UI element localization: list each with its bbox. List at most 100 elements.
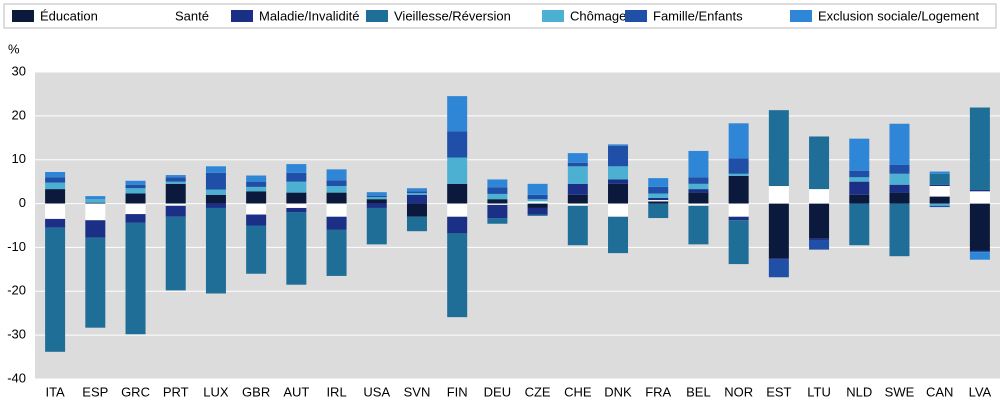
bar-segment [567,203,588,206]
x-tick-label: FIN [447,384,468,399]
x-tick-label: ITA [45,384,65,399]
bar-segment [165,216,186,291]
bar-segment [286,172,307,182]
bar-segment [929,196,950,204]
bar-segment [487,179,508,188]
bar-segment [165,205,186,217]
bar-segment [929,184,950,187]
bar-segment [728,220,749,265]
bar-segment [608,145,629,167]
y-tick-label: -40 [7,370,26,385]
x-tick-label: BEL [686,384,711,399]
bar-segment [326,216,347,230]
bar-segment [889,184,910,193]
bar-segment [648,178,669,187]
bar-segment [929,203,950,206]
bar-segment [688,205,709,245]
bar-segment [45,177,66,183]
legend-label: Maladie/Invalidité [259,8,359,23]
x-tick-label: DEU [484,384,511,399]
bar-segment [728,203,749,217]
bar-segment [487,199,508,204]
bar-segment [165,183,186,204]
bar-segment [447,131,468,158]
bar-segment [85,202,106,204]
bar-segment [366,203,387,208]
bar-segment [447,233,468,318]
bar-segment [688,177,709,184]
legend-label: Vieillesse/Réversion [394,8,511,23]
bar-segment [969,107,990,190]
bar-segment [809,203,830,239]
bar-segment [889,203,910,257]
y-tick-label: -10 [7,239,26,254]
bar-segment [527,207,548,215]
y-tick-label: 20 [12,107,26,122]
bar-segment [246,191,267,204]
bar-segment [205,203,226,208]
bar-segment [406,188,427,192]
bar-segment [205,166,226,173]
bar-segment [286,203,307,208]
bar-segment [929,173,950,185]
legend-label: Santé [175,8,209,23]
bar-segment [406,203,427,217]
bar-segment [326,186,347,193]
bar-segment [125,193,146,204]
x-tick-label: SWE [885,384,915,399]
bar-segment [246,186,267,192]
bar-segment [125,203,146,215]
legend-label: Chômage [570,8,626,23]
bar-segment [608,203,629,217]
bar-segment [165,175,186,178]
bar-segment [688,183,709,190]
bar-segment [326,169,347,181]
bar-segment [165,203,186,206]
bar-segment [648,193,669,198]
bar-segment [969,203,990,251]
x-tick-label: CAN [926,384,953,399]
bar-segment [768,258,789,260]
y-tick-label: 10 [12,151,26,166]
bar-segment [728,123,749,159]
bar-segment [45,227,66,352]
bar-segment [889,164,910,174]
bar-segment [889,173,910,185]
x-tick-label: GBR [242,384,270,399]
x-tick-label: EST [766,384,791,399]
bar-segment [286,192,307,204]
bar-segment [366,199,387,204]
legend-swatch [790,10,812,22]
bar-segment [125,180,146,185]
bar-segment [406,193,427,195]
bar-segment [648,186,669,194]
bar-segment [567,194,588,204]
bar-segment [688,189,709,193]
bar-segment [447,96,468,132]
bar-segment [849,194,870,204]
bar-segment [487,203,508,205]
bar-segment [85,196,106,200]
bar-segment [889,123,910,165]
bar-segment [366,195,387,197]
bar-segment [648,203,669,219]
y-tick-label: 0 [19,195,26,210]
bar-segment [929,205,950,208]
bar-segment [728,216,749,221]
legend-swatch [625,10,647,22]
x-tick-label: AUT [283,384,309,399]
bar-segment [527,214,548,216]
bar-segment [286,207,307,213]
bar-segment [608,216,629,254]
bar-segment [969,252,990,260]
bar-segment [608,144,629,146]
bar-segment [567,162,588,167]
bar-segment [567,153,588,163]
bar-segment [809,136,830,190]
bar-segment [849,138,870,171]
bar-segment [85,237,106,328]
bar-segment [567,183,588,195]
bar-segment [768,259,789,278]
bar-segment [45,189,66,204]
bar-segment [929,186,950,197]
